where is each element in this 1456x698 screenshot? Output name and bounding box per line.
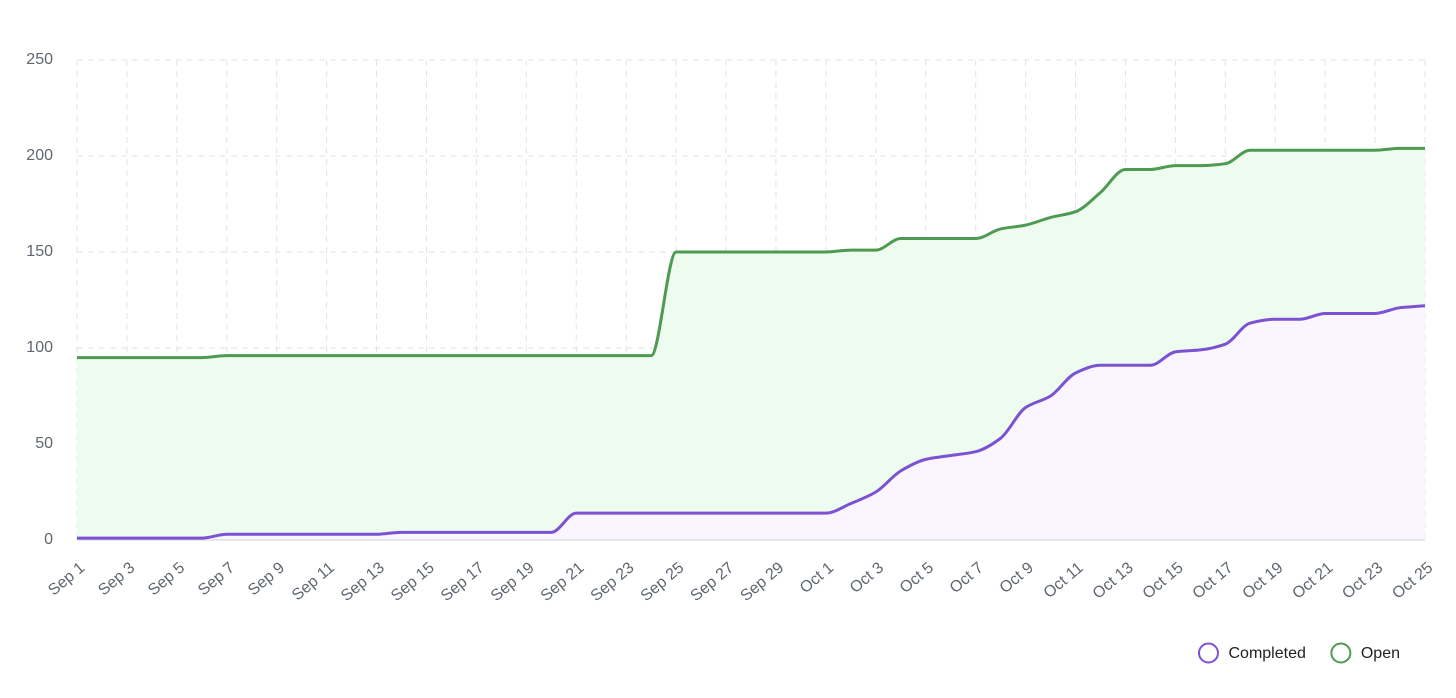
legend-swatch xyxy=(1330,642,1352,664)
x-tick-label: Oct 5 xyxy=(897,559,937,597)
legend-label: Completed xyxy=(1228,645,1305,662)
x-tick-label: Oct 15 xyxy=(1140,559,1187,602)
x-tick-label: Oct 21 xyxy=(1289,559,1336,602)
x-tick-label: Sep 25 xyxy=(638,559,688,605)
x-tick-label: Sep 5 xyxy=(145,559,188,599)
y-tick-label: 100 xyxy=(26,339,53,356)
x-tick-label: Oct 9 xyxy=(997,559,1037,597)
y-tick-label: 250 xyxy=(26,51,53,68)
legend-swatch xyxy=(1197,642,1219,664)
area xyxy=(77,305,1425,540)
x-tick-label: Sep 11 xyxy=(289,559,338,604)
x-tick-label: Oct 3 xyxy=(847,559,887,597)
x-tick-label: Sep 15 xyxy=(388,559,438,605)
x-tick-label: Sep 3 xyxy=(95,559,138,599)
x-tick-label: Sep 21 xyxy=(538,559,588,605)
x-tick-label: Sep 17 xyxy=(438,559,488,605)
x-tick-label: Sep 23 xyxy=(588,559,638,605)
x-tick-label: Oct 1 xyxy=(797,559,837,597)
x-tick-label: Sep 1 xyxy=(45,559,88,599)
line xyxy=(77,146,1425,360)
x-tick-label: Sep 27 xyxy=(688,559,738,605)
x-tick-label: Oct 13 xyxy=(1090,559,1137,602)
y-tick-label: 200 xyxy=(26,147,53,164)
x-tick-label: Oct 23 xyxy=(1339,559,1386,602)
y-tick-label: 150 xyxy=(26,243,53,260)
x-tick-label: Oct 17 xyxy=(1190,559,1237,602)
x-tick-label: Sep 9 xyxy=(245,559,288,599)
x-tick-label: Sep 19 xyxy=(488,559,538,605)
y-tick-label: 0 xyxy=(44,531,53,548)
x-tick-label: Oct 19 xyxy=(1239,559,1286,602)
legend-label: Open xyxy=(1361,645,1400,662)
x-tick-label: Sep 13 xyxy=(338,559,388,605)
line xyxy=(77,304,1426,540)
y-tick-label: 50 xyxy=(35,435,53,452)
x-tick-label: Sep 29 xyxy=(737,559,787,605)
x-tick-label: Oct 11 xyxy=(1041,559,1087,602)
x-tick-label: Oct 7 xyxy=(947,559,987,597)
x-tick-label: Sep 7 xyxy=(195,559,238,599)
x-tick-label: Oct 25 xyxy=(1389,559,1436,602)
